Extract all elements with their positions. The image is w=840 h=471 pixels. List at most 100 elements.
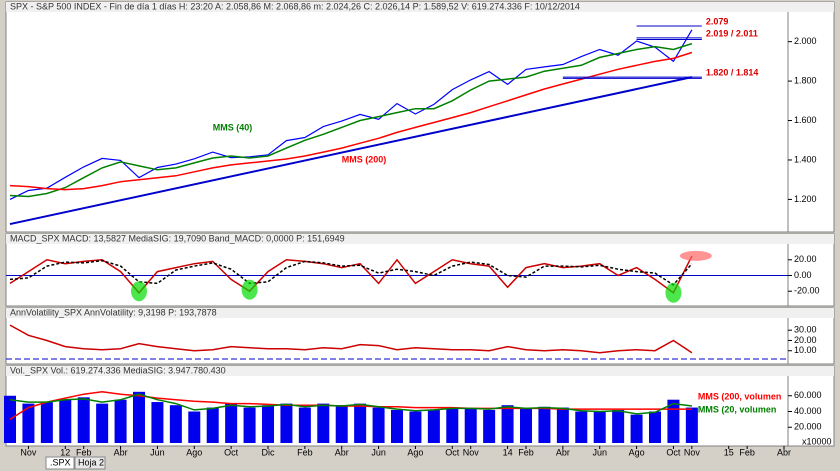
tab[interactable]: .SPX xyxy=(50,457,71,467)
tab[interactable]: Hoja 2 xyxy=(78,457,104,467)
y-tick-label: 1.200 xyxy=(794,194,817,204)
x-tick-label: Dic xyxy=(262,447,275,457)
bar xyxy=(206,407,219,443)
panel xyxy=(5,233,835,307)
series-label: MMS (40) xyxy=(213,122,253,132)
series-line xyxy=(9,51,693,191)
bar xyxy=(538,406,551,443)
bar xyxy=(372,407,385,443)
x-tick-label: 15 xyxy=(724,447,734,457)
bar xyxy=(612,409,625,443)
bar xyxy=(280,403,293,443)
highlight xyxy=(665,282,682,303)
level-label: 2.079 xyxy=(706,16,729,26)
x-tick-label: Oct xyxy=(666,447,681,457)
y-tick-label: 10.00 xyxy=(794,345,817,355)
x-tick-label: Feb xyxy=(297,447,313,457)
bar xyxy=(520,408,532,443)
y-tick-label: 20.000 xyxy=(794,422,822,432)
bar xyxy=(298,407,311,443)
tab[interactable] xyxy=(74,456,106,470)
y-tick-label: 0.00 xyxy=(794,270,812,280)
y-tick-label: 20.00 xyxy=(794,254,817,264)
x-tick-label: Feb xyxy=(76,447,92,457)
panel xyxy=(5,1,835,233)
bar xyxy=(188,411,201,443)
highlight xyxy=(131,281,147,302)
bar xyxy=(262,405,274,443)
x-tick-label: Abr xyxy=(114,447,128,457)
panel-header xyxy=(6,2,834,12)
bar xyxy=(22,403,35,443)
bar xyxy=(77,397,90,443)
bar xyxy=(483,409,496,443)
panel-header-text: AnnVolatility_SPX AnnVolatility: 9,3198 … xyxy=(10,307,217,317)
x-tick-label: Abr xyxy=(556,447,570,457)
bar xyxy=(556,407,569,443)
x-tick-label: Feb xyxy=(518,447,534,457)
y-tick-label: -20.00 xyxy=(794,286,820,296)
bar xyxy=(464,408,477,443)
bar xyxy=(446,407,459,443)
series-label: MMS (200) xyxy=(342,154,387,164)
bar xyxy=(317,403,330,443)
x-tick-label: Jun xyxy=(150,447,165,457)
series-line xyxy=(9,42,693,198)
x-tick-label: Nov xyxy=(684,447,701,457)
x-tick-label: Ago xyxy=(186,447,202,457)
y-tick-label: 30.00 xyxy=(794,325,817,335)
bar xyxy=(40,402,53,443)
bar xyxy=(649,411,661,443)
y-tick-label: 1.600 xyxy=(794,115,817,125)
series-line xyxy=(9,324,693,354)
bar xyxy=(243,407,256,443)
x-tick-label: Ago xyxy=(407,447,423,457)
bar xyxy=(59,399,72,443)
bar xyxy=(151,402,164,443)
y-tick-label: 1.800 xyxy=(794,75,817,85)
x-tick-label: Feb xyxy=(739,447,755,457)
bar xyxy=(335,405,348,443)
bar xyxy=(685,407,698,443)
x-tick-label: Jun xyxy=(592,447,607,457)
highlight xyxy=(241,279,258,300)
bar xyxy=(667,399,680,443)
bar xyxy=(575,411,588,443)
bar xyxy=(630,414,643,443)
level-label: 1.820 / 1.814 xyxy=(706,68,759,78)
panel-header xyxy=(6,308,834,318)
series-label: MMS (20, volumen xyxy=(698,404,777,414)
bar xyxy=(114,399,127,443)
y-tick-label: 2.000 xyxy=(794,36,817,46)
x-tick-label: 14 xyxy=(503,447,513,457)
x-tick-label: Abr xyxy=(335,447,349,457)
bar xyxy=(391,409,403,443)
bar xyxy=(409,411,422,443)
y-tick-label: 1.400 xyxy=(794,154,817,164)
bar xyxy=(501,405,514,443)
y-tick-label: 40.000 xyxy=(794,406,822,416)
x-tick-label: Oct xyxy=(445,447,460,457)
panel-header-text: MACD_SPX MACD: 13,5827 MediaSIG: 19,7090… xyxy=(10,233,345,243)
panel-header xyxy=(6,366,834,376)
bar xyxy=(169,405,182,443)
x-tick-label: Nov xyxy=(463,447,480,457)
y-tick-label: 20.00 xyxy=(794,335,817,345)
x-tick-label: Jun xyxy=(371,447,386,457)
x-tick-label: Abr xyxy=(777,447,791,457)
panel-header-text: SPX - S&P 500 INDEX - Fin de día 1 días … xyxy=(10,1,580,11)
bar xyxy=(593,411,606,443)
panel-header xyxy=(6,234,834,244)
x-tick-label: Nov xyxy=(20,447,37,457)
bar xyxy=(96,403,109,443)
series-line xyxy=(9,259,693,286)
bar xyxy=(225,403,238,443)
bar xyxy=(427,409,440,443)
x-tick-label: Oct xyxy=(224,447,239,457)
level-label: 2.019 / 2.011 xyxy=(706,28,758,38)
tab-active[interactable] xyxy=(45,456,75,470)
y-tick-label: 60.000 xyxy=(794,390,822,400)
x-tick-label: 12 xyxy=(60,447,70,457)
axis-unit: x10000 xyxy=(802,436,832,446)
